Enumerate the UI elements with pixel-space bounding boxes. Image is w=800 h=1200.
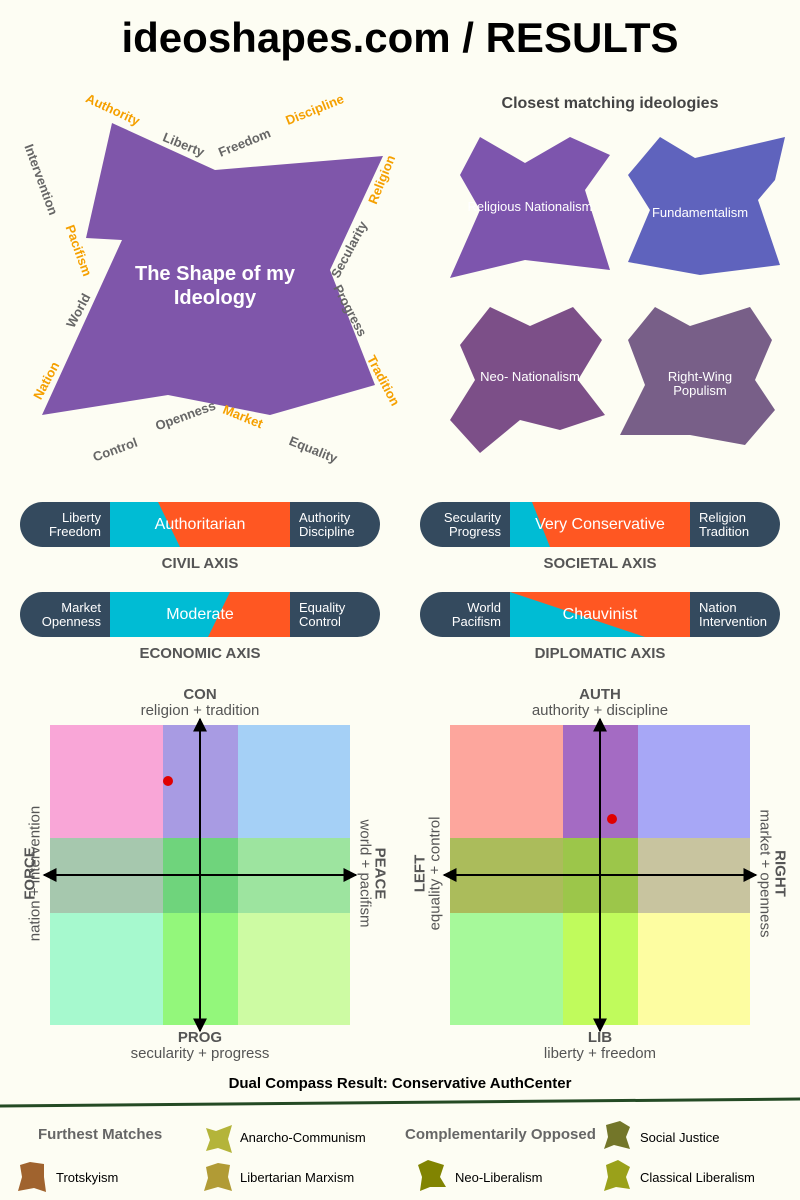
right-compass-top-label: AUTH bbox=[579, 686, 621, 703]
diplomatic-axis-bar: World Pacifism Chauvinist Nation Intervent… bbox=[420, 592, 780, 637]
match-shape-religious-nationalism bbox=[450, 137, 610, 278]
economic-axis-bar: Market Openness Moderate Equality Control bbox=[20, 592, 380, 637]
left-compass bbox=[42, 717, 358, 1033]
civil-axis-caption: CIVIL AXIS bbox=[161, 555, 239, 572]
societal-axis-right: Religion Tradition bbox=[699, 510, 750, 539]
closest-matches-title: Closest matching ideologies bbox=[501, 95, 719, 112]
economic-axis-meter: Moderate bbox=[110, 592, 290, 637]
right-compass-dot bbox=[607, 814, 617, 824]
societal-axis-left: Secularity Progress bbox=[443, 510, 501, 539]
economic-axis-left: Market Openness bbox=[41, 600, 101, 629]
societal-axis-meter: Very Conservative bbox=[510, 502, 690, 547]
ideology-shape-polygon bbox=[42, 123, 383, 415]
furthest-matches-title: Furthest Matches bbox=[38, 1126, 163, 1143]
match-label-right-wing-populism: Right-Wing Populism bbox=[667, 369, 733, 399]
complementarily-opposed-title: Complementarily Opposed bbox=[405, 1126, 596, 1143]
right-compass-right-label: RIGHT bbox=[771, 850, 789, 897]
civil-axis-result: Authoritarian bbox=[154, 516, 246, 533]
economic-axis-caption: ECONOMIC AXIS bbox=[139, 645, 261, 662]
civil-axis-left: Liberty Freedom bbox=[48, 510, 101, 539]
match-label-neo-nationalism: Neo- Nationalism bbox=[480, 369, 580, 384]
shape-title: The Shape of my Ideology bbox=[134, 263, 296, 309]
left-compass-bottom-sub: secularity + progress bbox=[130, 1045, 270, 1062]
ideology-shape bbox=[42, 123, 383, 415]
left-compass-top-sub: religion + tradition bbox=[140, 702, 260, 719]
societal-axis-bar: Secularity Progress Very Conservative Rel… bbox=[420, 502, 780, 547]
furthest-item-anarcho-communism[interactable]: Anarcho-Communism bbox=[240, 1130, 366, 1145]
footer-icons bbox=[18, 1121, 630, 1192]
icon-neo-liberalism bbox=[418, 1160, 446, 1191]
civil-axis-right: Authority Discipline bbox=[299, 510, 355, 539]
icon-trotskyism bbox=[18, 1162, 46, 1192]
economic-axis-right: Equality Control bbox=[299, 600, 346, 629]
footer-divider bbox=[0, 1097, 800, 1108]
match-label-religious-nationalism: Religious Nationalism bbox=[467, 199, 593, 214]
left-compass-top-label: CON bbox=[183, 686, 217, 703]
civil-axis-bar: Liberty Freedom Authoritarian Authority Di… bbox=[20, 502, 380, 547]
right-compass-bottom-sub: liberty + freedom bbox=[543, 1045, 657, 1062]
match-shape-neo-nationalism bbox=[450, 307, 605, 453]
right-compass-right-sub: market + openness bbox=[756, 809, 774, 938]
diplomatic-axis-caption: DIPLOMATIC AXIS bbox=[534, 645, 666, 662]
left-compass-right-label: PEACE bbox=[371, 847, 389, 900]
dual-compass-result: Dual Compass Result: Conservative AuthCe… bbox=[228, 1075, 572, 1092]
icon-anarcho-communism bbox=[206, 1125, 232, 1153]
match-shape-right-wing-populism bbox=[620, 307, 775, 445]
diplomatic-axis-result: Chauvinist bbox=[562, 606, 638, 623]
societal-axis-caption: SOCIETAL AXIS bbox=[543, 555, 657, 572]
opposed-item-social-justice[interactable]: Social Justice bbox=[640, 1130, 720, 1145]
icon-social-justice bbox=[604, 1121, 630, 1149]
match-label-fundamentalism: Fundamentalism bbox=[651, 205, 749, 220]
civil-axis-meter: Authoritarian bbox=[110, 502, 290, 547]
icon-libertarian-marxism bbox=[204, 1163, 232, 1191]
left-compass-dot bbox=[163, 776, 173, 786]
furthest-item-trotskyism[interactable]: Trotskyism bbox=[56, 1170, 119, 1185]
opposed-item-classical-liberalism[interactable]: Classical Liberalism bbox=[640, 1170, 755, 1185]
right-compass bbox=[442, 717, 758, 1033]
closest-matches-shapes bbox=[450, 137, 785, 453]
diplomatic-axis-meter: Chauvinist bbox=[510, 592, 690, 637]
right-compass-top-sub: authority + discipline bbox=[531, 702, 669, 719]
diplomatic-axis-left: World Pacifism bbox=[451, 600, 501, 629]
match-shape-fundamentalism bbox=[628, 137, 785, 275]
site-title: ideoshapes.com / RESULTS bbox=[121, 14, 679, 61]
opposed-item-neo-liberalism[interactable]: Neo-Liberalism bbox=[455, 1170, 543, 1185]
societal-axis-result: Very Conservative bbox=[535, 516, 665, 533]
right-compass-bottom-label: LIB bbox=[587, 1029, 613, 1046]
icon-classical-liberalism bbox=[604, 1160, 630, 1191]
diplomatic-axis-right: Nation Intervention bbox=[699, 600, 767, 629]
economic-axis-result: Moderate bbox=[166, 606, 234, 623]
furthest-item-libertarian-marxism[interactable]: Libertarian Marxism bbox=[240, 1170, 355, 1185]
left-compass-left-sub: nation + intervention bbox=[26, 805, 44, 942]
left-compass-right-sub: world + pacifism bbox=[356, 819, 374, 928]
right-compass-left-sub: equality + control bbox=[426, 816, 444, 931]
left-compass-bottom-label: PROG bbox=[177, 1029, 223, 1046]
